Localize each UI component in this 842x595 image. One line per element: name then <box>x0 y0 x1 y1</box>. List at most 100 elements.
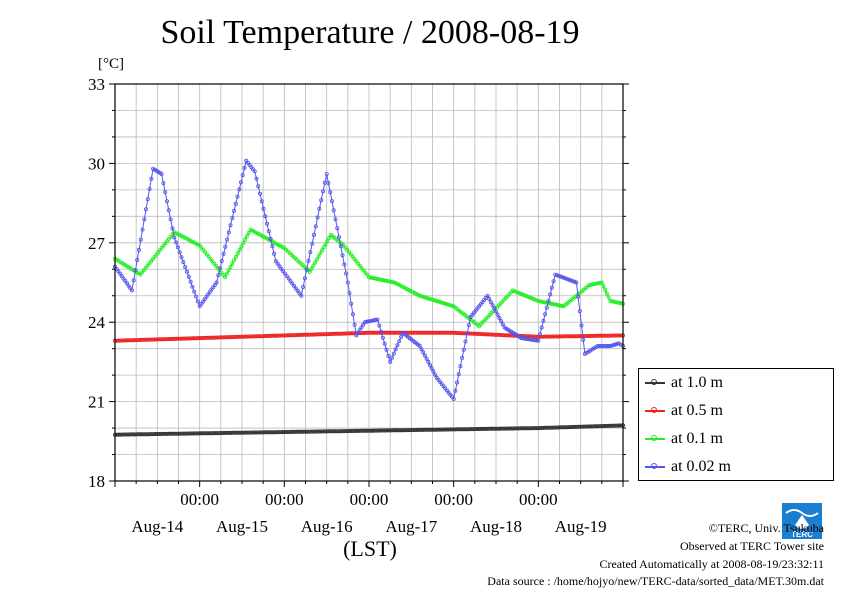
data-point <box>615 300 620 305</box>
data-point <box>296 332 301 337</box>
data-point <box>287 429 292 434</box>
data-point <box>186 274 191 279</box>
data-point <box>213 431 218 436</box>
data-point <box>179 255 184 260</box>
data-point <box>613 342 618 347</box>
data-point <box>485 293 490 298</box>
data-point <box>581 337 586 342</box>
data-point <box>596 281 601 286</box>
data-point <box>309 266 314 271</box>
data-point <box>174 431 179 436</box>
data-point <box>237 247 242 252</box>
data-point <box>230 261 235 266</box>
data-point <box>562 275 567 280</box>
data-point <box>446 302 451 307</box>
data-point <box>492 306 497 311</box>
data-point <box>149 432 154 437</box>
data-point <box>549 285 554 290</box>
data-point <box>350 312 355 317</box>
data-point <box>226 230 231 235</box>
data-point <box>206 254 211 259</box>
data-point <box>347 291 352 296</box>
data-point <box>555 334 560 339</box>
data-point <box>611 299 616 304</box>
data-point <box>603 287 608 292</box>
data-point <box>575 334 580 339</box>
data-point <box>263 214 268 219</box>
data-point <box>500 322 505 327</box>
data-point <box>310 241 315 246</box>
data-point <box>448 303 453 308</box>
data-point <box>286 276 291 281</box>
data-point <box>561 334 566 339</box>
data-point <box>219 258 224 263</box>
data-point <box>601 284 606 289</box>
data-point <box>174 240 179 245</box>
data-point <box>188 336 193 341</box>
data-point <box>311 232 316 237</box>
data-point <box>223 275 228 280</box>
data-point <box>421 350 426 355</box>
data-point <box>486 332 491 337</box>
data-point <box>216 273 221 278</box>
data-point <box>231 208 236 213</box>
legend-marker-002m <box>651 463 657 469</box>
x-tick-label: 00:00 <box>180 490 219 509</box>
data-point <box>543 312 548 317</box>
data-point <box>349 301 354 306</box>
data-point <box>364 319 369 324</box>
data-point <box>351 331 356 336</box>
data-point <box>179 431 184 436</box>
data-point <box>522 426 527 431</box>
data-point <box>321 332 326 337</box>
data-point <box>328 190 333 195</box>
x-axis-label: (LST) <box>343 536 397 561</box>
data-point <box>301 332 306 337</box>
data-point <box>574 280 579 285</box>
data-point <box>331 331 336 336</box>
data-point <box>164 199 169 204</box>
data-point <box>492 426 497 431</box>
data-point <box>472 331 477 336</box>
data-point <box>370 428 375 433</box>
data-point <box>326 180 331 185</box>
data-point <box>516 426 521 431</box>
data-point <box>318 251 323 256</box>
data-point <box>430 297 435 302</box>
data-point <box>174 336 179 341</box>
data-point <box>230 215 235 220</box>
data-point <box>302 276 307 281</box>
data-point <box>439 300 444 305</box>
data-point <box>599 424 604 429</box>
data-point <box>135 432 140 437</box>
data-point <box>460 355 465 360</box>
footer-created: Created Automatically at 2008-08-19/23:3… <box>599 557 824 571</box>
legend-label-002m: at 0.02 m <box>671 458 731 475</box>
data-point <box>262 333 267 338</box>
data-point <box>366 275 371 280</box>
data-point <box>428 297 433 302</box>
data-point <box>170 226 175 231</box>
data-point <box>214 280 219 285</box>
data-point <box>351 428 356 433</box>
data-point <box>576 294 581 299</box>
data-point <box>613 300 618 305</box>
data-point <box>159 171 164 176</box>
data-point <box>433 298 438 303</box>
data-point <box>511 426 516 431</box>
data-point <box>548 292 553 297</box>
data-point <box>554 302 559 307</box>
data-point <box>335 226 340 231</box>
data-point <box>232 258 237 263</box>
data-point <box>257 334 262 339</box>
data-point <box>610 343 615 348</box>
data-point <box>282 271 287 276</box>
logo-text: TERC <box>791 530 813 539</box>
data-point <box>266 229 271 234</box>
data-point <box>362 320 367 325</box>
data-point <box>383 278 388 283</box>
data-point <box>313 224 318 229</box>
data-point <box>161 181 166 186</box>
data-point <box>472 427 477 432</box>
